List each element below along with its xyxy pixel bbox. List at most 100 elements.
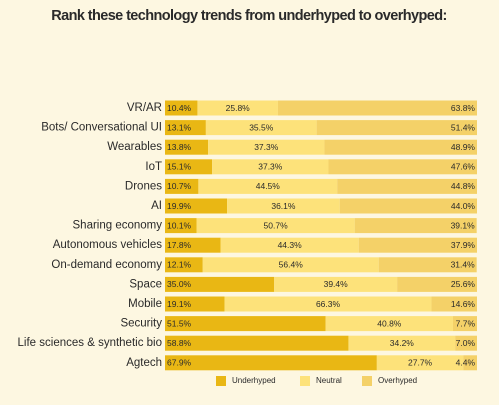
category-label: Mobile — [128, 298, 162, 310]
category-label: IoT — [145, 161, 162, 173]
bar-segment — [354, 218, 477, 234]
value-label: 58.8% — [167, 338, 192, 348]
value-label: 44.5% — [256, 181, 281, 191]
value-label: 47.6% — [451, 162, 476, 172]
category-label: Agtech — [126, 357, 162, 369]
value-label: 31.4% — [451, 260, 476, 270]
bar-segment — [165, 198, 228, 214]
bar-segment — [165, 218, 197, 234]
value-label: 51.5% — [167, 318, 192, 328]
category-label: Sharing economy — [73, 220, 163, 232]
value-label: 4.4% — [456, 358, 476, 368]
category-label: Life sciences & synthetic bio — [18, 337, 162, 349]
value-label: 40.8% — [377, 318, 402, 328]
category-label: VR/AR — [127, 102, 162, 114]
value-label: 44.3% — [278, 240, 303, 250]
value-label: 19.9% — [167, 201, 192, 211]
bar-segment — [165, 276, 275, 292]
bar-segment — [431, 296, 477, 312]
value-label: 19.1% — [167, 299, 192, 309]
bar-segment — [165, 237, 221, 253]
value-label: 63.8% — [451, 103, 476, 113]
legend-swatch — [362, 376, 372, 386]
legend-swatch — [300, 376, 310, 386]
bar-segment — [165, 100, 198, 116]
bar-segment — [339, 198, 477, 214]
bar-segment — [165, 355, 377, 371]
bar-segment — [165, 159, 213, 175]
value-label: 44.0% — [451, 201, 476, 211]
value-label: 50.7% — [264, 220, 289, 230]
value-label: 37.3% — [254, 142, 279, 152]
bar-segment — [358, 237, 477, 253]
bar-segment — [397, 276, 477, 292]
category-label: Autonomous vehicles — [53, 239, 163, 251]
category-label: Space — [129, 278, 162, 290]
value-label: 44.8% — [451, 181, 476, 191]
bar-segment — [277, 100, 477, 116]
value-label: 17.8% — [167, 240, 192, 250]
bar-segment — [455, 335, 477, 351]
bar-segment — [197, 100, 278, 116]
bar-segment — [165, 316, 326, 332]
bar-segment — [337, 178, 477, 194]
bar-segment — [220, 237, 359, 253]
bar-segment — [224, 296, 432, 312]
value-label: 34.2% — [390, 338, 415, 348]
category-label: AI — [151, 200, 162, 212]
bar-segment — [212, 159, 329, 175]
value-label: 25.6% — [451, 279, 476, 289]
value-label: 25.8% — [226, 103, 251, 113]
bar-segment — [202, 257, 379, 273]
value-label: 7.0% — [456, 338, 476, 348]
value-label: 14.6% — [451, 299, 476, 309]
value-label: 35.0% — [167, 279, 192, 289]
bar-segment — [325, 316, 453, 332]
category-label: Drones — [125, 180, 162, 192]
bar-segment — [208, 139, 325, 155]
bar-segment — [328, 159, 477, 175]
value-label: 67.9% — [167, 358, 192, 368]
bar-segment — [463, 355, 477, 371]
category-label: On-demand economy — [51, 259, 162, 271]
value-label: 10.1% — [167, 220, 192, 230]
value-label: 37.9% — [451, 240, 476, 250]
bar-segment — [198, 178, 338, 194]
legend-label: Neutral — [316, 376, 342, 385]
value-label: 48.9% — [451, 142, 476, 152]
bar-segment — [378, 257, 477, 273]
bar-segment — [165, 335, 349, 351]
bar-segment — [376, 355, 464, 371]
value-label: 35.5% — [249, 122, 274, 132]
value-label: 39.4% — [324, 279, 349, 289]
bar-segment — [316, 120, 477, 136]
category-label: Security — [120, 318, 162, 330]
value-label: 39.1% — [451, 220, 476, 230]
legend-swatch — [216, 376, 226, 386]
bar-segment — [274, 276, 398, 292]
value-label: 51.4% — [451, 122, 476, 132]
bar-segment — [165, 257, 203, 273]
value-label: 36.1% — [271, 201, 296, 211]
chart-title: Rank these technology trends from underh… — [51, 8, 446, 24]
bar-segment — [196, 218, 355, 234]
value-label: 56.4% — [279, 260, 304, 270]
value-label: 7.7% — [456, 318, 476, 328]
bar-segment — [165, 120, 206, 136]
category-label: Bots/ Conversational UI — [41, 122, 162, 134]
value-label: 66.3% — [316, 299, 341, 309]
value-label: 10.7% — [167, 181, 192, 191]
bar-segment — [227, 198, 340, 214]
bar-segment — [165, 296, 225, 312]
value-label: 12.1% — [167, 260, 192, 270]
value-label: 27.7% — [408, 358, 433, 368]
bar-segment — [165, 139, 209, 155]
value-label: 15.1% — [167, 162, 192, 172]
value-label: 13.1% — [167, 122, 192, 132]
legend-label: Underhyped — [232, 376, 276, 385]
bar-segment — [324, 139, 477, 155]
bar-segment — [452, 316, 477, 332]
value-label: 10.4% — [167, 103, 192, 113]
value-label: 37.3% — [258, 162, 283, 172]
